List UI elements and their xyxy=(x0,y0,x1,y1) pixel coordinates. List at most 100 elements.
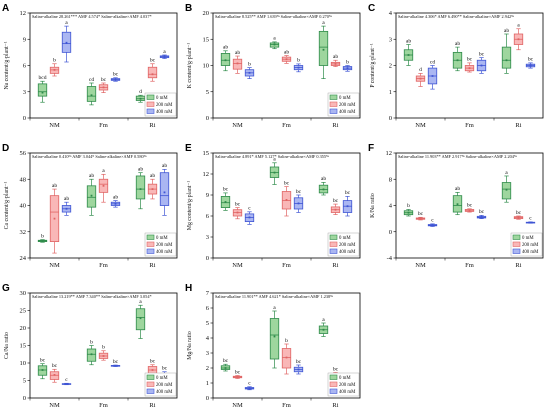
significance-letter: bc xyxy=(101,77,107,83)
y-tick-label: 48 xyxy=(20,176,27,183)
box-fm-1: b xyxy=(281,338,292,375)
significance-letter: bc xyxy=(40,358,46,364)
y-tick-label: 6 xyxy=(23,63,27,70)
panel-letter: C xyxy=(368,3,375,14)
panel-letter: B xyxy=(185,3,192,14)
y-tick-label: 3 xyxy=(389,36,392,43)
y-tick-label: 12 xyxy=(20,10,27,17)
box-ri-1: bc xyxy=(147,58,158,82)
panel-letter: E xyxy=(185,143,192,154)
significance-letter: b xyxy=(41,233,44,239)
significance-letter: ab xyxy=(455,186,460,192)
y-tick-label: 10 xyxy=(203,63,210,70)
y-tick-label: 25 xyxy=(20,308,27,315)
y-axis-label: K/Na ratio xyxy=(370,193,376,218)
box-nm-2: c xyxy=(244,381,255,391)
box-fm-1: a xyxy=(98,168,109,203)
box-mean xyxy=(322,188,325,191)
stats-text: Saline-alkaline 11.901** AMF 4.621* Sali… xyxy=(215,294,333,299)
y-tick-label: 2 xyxy=(206,365,209,372)
box-fm-1: bc xyxy=(464,203,475,213)
legend-label: 200 mM xyxy=(156,383,173,388)
box-mean xyxy=(297,368,300,371)
box-ri-2: ab xyxy=(159,163,170,216)
legend-swatch xyxy=(512,248,521,254)
significance-letter: a xyxy=(102,168,105,174)
panel-a: A Saline-alkaline 28.261*** AMF 4.574* Sa… xyxy=(2,3,178,129)
x-tick-label: Fm xyxy=(99,402,108,409)
significance-letter: bc xyxy=(333,366,339,372)
panel-letter: G xyxy=(2,283,10,294)
panel-d: D Saline-alkaline 0.410ᴺˢ AMF 3.044ᴺ Sali… xyxy=(2,143,178,269)
box-nm-0: b xyxy=(37,233,48,243)
x-tick-label: Ri xyxy=(149,402,155,409)
legend-label: 0 mM xyxy=(339,236,351,241)
box-mean xyxy=(139,97,142,100)
box-ri-0: ab xyxy=(135,166,146,210)
box-nm-2: c xyxy=(244,206,255,225)
box-nm-1: ab xyxy=(49,183,60,254)
y-tick-label: 0 xyxy=(206,395,209,402)
legend-swatch xyxy=(146,248,155,254)
box-ri-2: bc xyxy=(525,57,536,69)
box-fm-0: b xyxy=(86,339,97,366)
box-mean xyxy=(334,63,337,65)
x-tick-label: Ri xyxy=(149,122,155,129)
panel-e: E Saline-alkaline 4.891* AMF 5.127* Salin… xyxy=(185,143,361,269)
legend-label: 200 mM xyxy=(339,383,356,388)
x-tick-label: Fm xyxy=(282,402,291,409)
legend-swatch xyxy=(146,388,155,394)
x-tick-label: Ri xyxy=(332,262,338,269)
x-tick-label: NM xyxy=(415,262,426,269)
box-fm-1: ab xyxy=(281,49,292,64)
significance-letter: bc xyxy=(223,187,229,193)
box-nm-1: bc xyxy=(49,363,60,383)
significance-letter: ab xyxy=(150,173,155,179)
stats-text: Saline-alkaline 4.306* AMF 6.490** Salin… xyxy=(398,14,514,19)
plot-frame xyxy=(212,152,361,259)
y-tick-label: 15 xyxy=(20,343,27,350)
y-tick-label: 9 xyxy=(23,36,26,43)
box-iqr xyxy=(135,175,146,200)
legend-label: 200 mM xyxy=(522,243,539,248)
x-tick-label: NM xyxy=(49,402,60,409)
legend-label: 400 mM xyxy=(156,250,173,255)
legend-swatch xyxy=(146,374,155,380)
legend-swatch xyxy=(329,381,338,387)
x-tick-label: NM xyxy=(49,262,60,269)
box-ri-2: b xyxy=(342,59,353,72)
box-ri-2: bc xyxy=(342,190,353,217)
x-tick-label: Fm xyxy=(465,122,474,129)
significance-letter: ab xyxy=(235,50,240,56)
box-mean xyxy=(53,217,56,220)
significance-letter: ab xyxy=(333,54,338,60)
box-mean xyxy=(224,59,227,62)
significance-letter: bc xyxy=(333,198,339,204)
y-tick-label: 1 xyxy=(206,380,209,387)
significance-letter: bc xyxy=(479,209,485,215)
box-ri-0: d xyxy=(135,89,146,103)
box-iqr xyxy=(135,308,146,331)
y-tick-label: 15 xyxy=(203,36,210,43)
box-iqr xyxy=(147,66,158,79)
y-tick-label: 5 xyxy=(206,320,209,327)
box-mean xyxy=(90,353,93,356)
box-fm-2: b xyxy=(293,58,304,73)
y-axis-label: P content/g·plant⁻¹ xyxy=(370,43,376,88)
x-tick-label: NM xyxy=(415,122,426,129)
box-ri-2: c xyxy=(525,216,536,224)
y-tick-label: 6 xyxy=(206,213,210,220)
significance-letter: cd xyxy=(430,59,435,65)
significance-letter: bc xyxy=(528,57,534,63)
significance-letter: ab xyxy=(52,183,57,189)
box-fm-2: bc xyxy=(476,209,487,219)
panel-g: G Saline-alkaline 13.219** AMF 7.340** Sa… xyxy=(2,283,178,409)
box-nm-2: cd xyxy=(427,59,438,90)
box-mean xyxy=(163,55,166,58)
box-mean xyxy=(505,59,508,62)
panel-h: H Saline-alkaline 11.901** AMF 4.621* Sal… xyxy=(185,283,361,409)
significance-letter: ab xyxy=(162,163,167,169)
legend-swatch xyxy=(512,241,521,247)
significance-letter: ab xyxy=(89,173,94,179)
panel-letter: H xyxy=(185,283,192,294)
